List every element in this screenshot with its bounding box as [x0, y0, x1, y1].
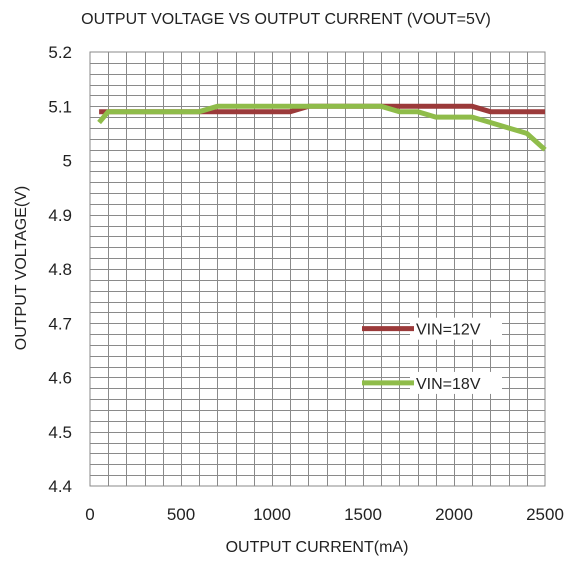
series-line-vin-18v — [97, 103, 547, 152]
x-tick-label: 2000 — [435, 505, 473, 524]
y-tick-label: 5.1 — [48, 97, 72, 116]
legend: VIN=12V VIN=18V — [362, 317, 502, 394]
y-tick-label: 4.8 — [48, 260, 72, 279]
x-tick-label: 0 — [85, 505, 94, 524]
y-tick-label: 5 — [63, 152, 72, 171]
x-tick-label: 500 — [167, 505, 195, 524]
x-tick-label: 1000 — [253, 505, 291, 524]
y-axis-title: OUTPUT VOLTAGE(V) — [13, 186, 30, 350]
y-tick-label: 4.4 — [48, 477, 72, 496]
y-tick-label: 5.2 — [48, 43, 72, 62]
y-tick-label: 4.5 — [48, 423, 72, 442]
legend-label-vin-12v: VIN=12V — [416, 322, 481, 339]
y-tick-label: 4.9 — [48, 206, 72, 225]
legend-background — [410, 317, 502, 340]
x-axis-title: OUTPUT CURRENT(mA) — [226, 539, 409, 556]
legend-background — [410, 371, 502, 394]
chart-title: OUTPUT VOLTAGE VS OUTPUT CURRENT (VOUT=5… — [81, 11, 491, 28]
x-tick-label: 2500 — [526, 505, 564, 524]
tick-labels: 0 500 1000 1500 2000 2500 5.2 5.1 5 4.9 4.8 4.7 4.6 4… — [48, 43, 564, 524]
y-tick-label: 4.6 — [48, 369, 72, 388]
grid-layer — [89, 51, 546, 487]
series-layer — [97, 103, 547, 152]
legend-label-vin-18v: VIN=18V — [416, 376, 481, 393]
x-tick-label: 1500 — [344, 505, 382, 524]
y-tick-label: 4.7 — [48, 314, 72, 333]
